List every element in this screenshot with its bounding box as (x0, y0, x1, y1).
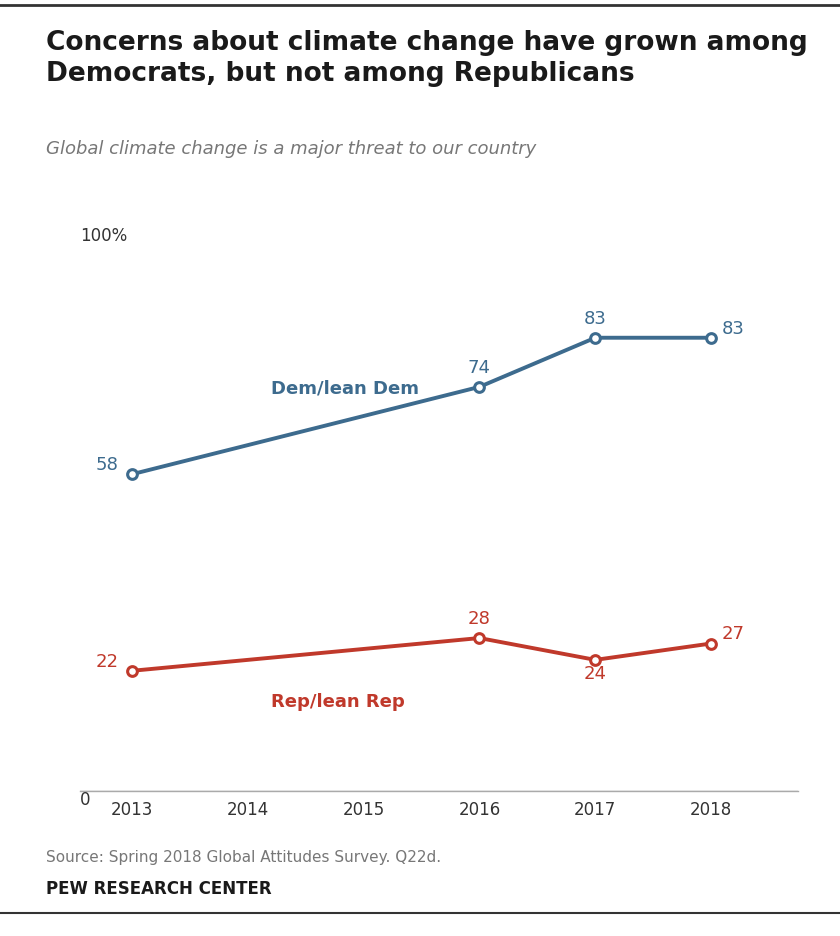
Text: 0: 0 (80, 791, 90, 809)
Text: Source: Spring 2018 Global Attitudes Survey. Q22d.: Source: Spring 2018 Global Attitudes Sur… (46, 850, 441, 865)
Text: 28: 28 (468, 610, 491, 628)
Text: 24: 24 (584, 665, 606, 683)
Text: PEW RESEARCH CENTER: PEW RESEARCH CENTER (46, 880, 272, 898)
Text: 58: 58 (96, 456, 118, 474)
Text: 27: 27 (722, 625, 745, 643)
Text: Dem/lean Dem: Dem/lean Dem (271, 380, 419, 398)
Text: Concerns about climate change have grown among
Democrats, but not among Republic: Concerns about climate change have grown… (46, 30, 808, 87)
Text: Global climate change is a major threat to our country: Global climate change is a major threat … (46, 140, 537, 158)
Text: 74: 74 (468, 359, 491, 377)
Text: 83: 83 (722, 319, 745, 338)
Text: 22: 22 (96, 652, 118, 670)
Text: 100%: 100% (80, 227, 127, 245)
Text: 83: 83 (584, 310, 606, 328)
Text: Rep/lean Rep: Rep/lean Rep (271, 693, 405, 710)
